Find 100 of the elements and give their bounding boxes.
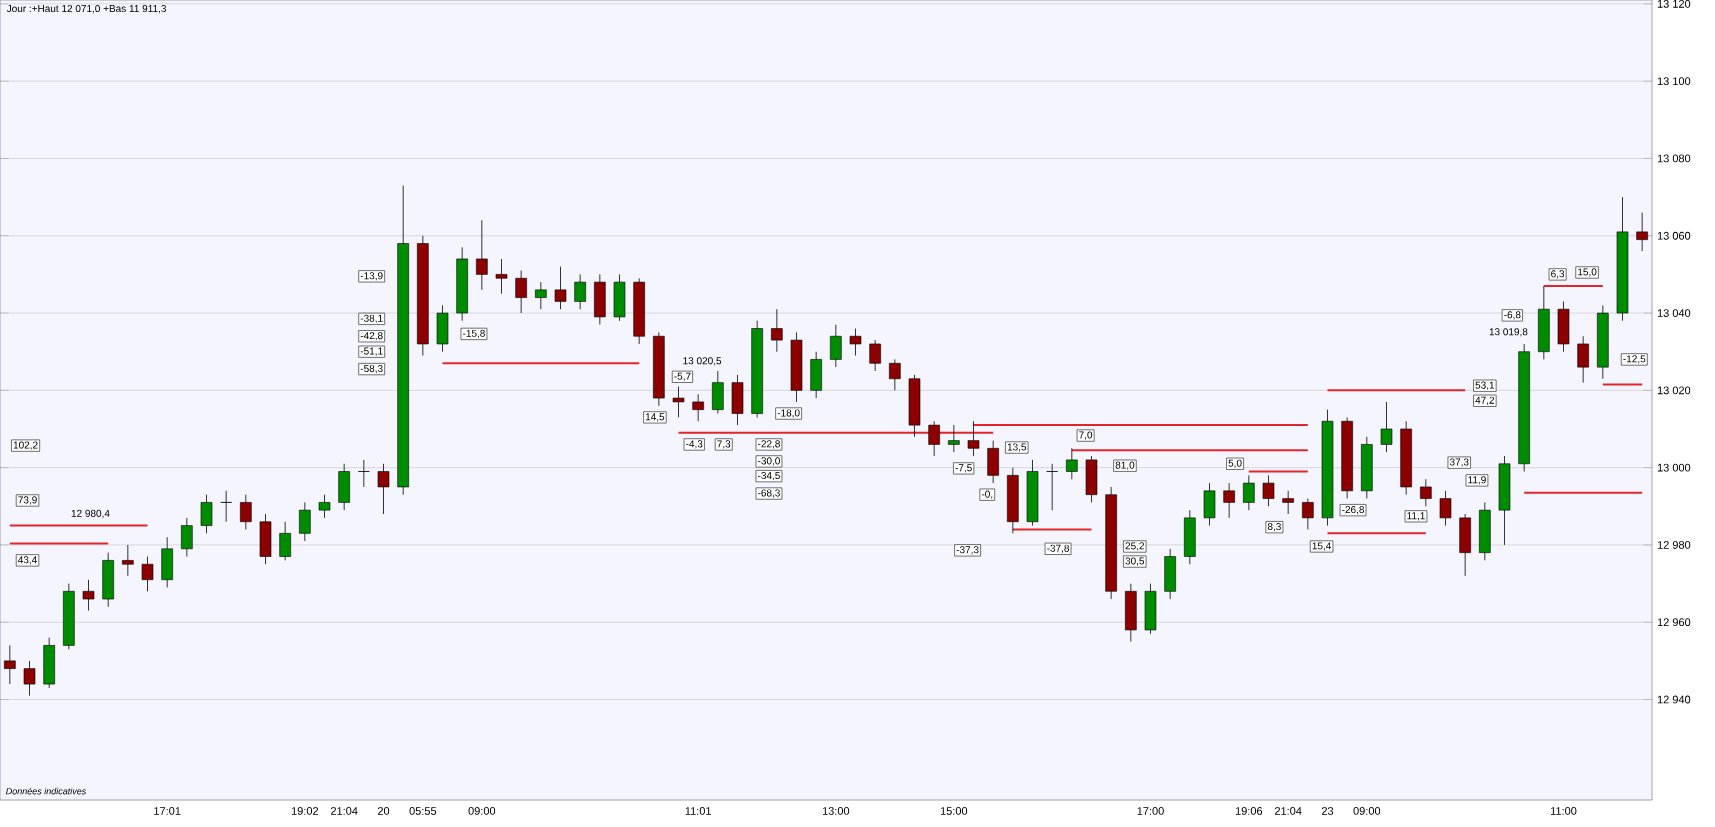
annotation: -22,8 bbox=[758, 440, 780, 449]
candlestick bbox=[299, 502, 311, 542]
chart-title: Jour :+Haut 12 071,0 +Bas 11 911,3 bbox=[6, 4, 166, 14]
annotation: 11,1 bbox=[1407, 512, 1425, 521]
y-tick-label: 12 940 bbox=[1657, 695, 1691, 704]
annotation: 53,1 bbox=[1475, 381, 1495, 390]
candlestick bbox=[554, 266, 567, 310]
annotation: 7,3 bbox=[717, 440, 731, 449]
candlestick bbox=[1282, 490, 1294, 515]
annotation: 8,3 bbox=[1267, 523, 1281, 532]
y-tick-label: 13 120 bbox=[1657, 0, 1691, 8]
annotation: 7,0 bbox=[1079, 431, 1093, 440]
annotation: 5,0 bbox=[1228, 459, 1242, 468]
candlestick bbox=[889, 359, 901, 391]
candlestick bbox=[1636, 212, 1648, 252]
candlestick bbox=[535, 281, 547, 310]
candlestick bbox=[1302, 498, 1314, 530]
annotation: -26,8 bbox=[1342, 506, 1365, 515]
x-tick-label: 21:04 bbox=[330, 807, 358, 815]
annotation: -30,0 bbox=[758, 457, 780, 466]
y-tick-label: 13 000 bbox=[1657, 463, 1691, 472]
annotation: 11,9 bbox=[1468, 476, 1486, 485]
annotation: -38,1 bbox=[360, 314, 383, 323]
candlestick bbox=[849, 328, 862, 356]
candlestick bbox=[967, 420, 980, 457]
annotation: 13 020,5 bbox=[683, 357, 722, 366]
candlestick bbox=[1243, 474, 1255, 511]
x-tick-label: 21:04 bbox=[1274, 807, 1302, 815]
annotation: 15,0 bbox=[1578, 268, 1597, 277]
x-tick-label: 11:00 bbox=[1550, 807, 1577, 815]
annotation: -42,8 bbox=[360, 332, 383, 341]
x-tick-label: 19:02 bbox=[291, 807, 319, 815]
x-tick-label: 09:00 bbox=[468, 807, 496, 815]
candlestick bbox=[1577, 335, 1589, 384]
candlestick bbox=[279, 521, 291, 561]
annotation: 37,3 bbox=[1449, 458, 1469, 467]
annotation: 13,5 bbox=[1007, 443, 1027, 452]
annotation: -18,0 bbox=[777, 409, 800, 418]
candlestick bbox=[1380, 401, 1393, 453]
annotation: -37,3 bbox=[956, 546, 979, 555]
annotation: 13 019,8 bbox=[1489, 328, 1528, 337]
candlestick bbox=[4, 645, 16, 685]
annotation: 81,0 bbox=[1115, 461, 1135, 470]
candlestick bbox=[181, 517, 193, 557]
x-tick-label: 15:00 bbox=[940, 807, 968, 815]
annotation: 102,2 bbox=[13, 441, 38, 450]
candlestick bbox=[771, 308, 783, 353]
annotation: -15,8 bbox=[463, 329, 485, 339]
candlestick bbox=[200, 494, 213, 534]
candlestick bbox=[220, 490, 232, 523]
candlestick bbox=[1439, 490, 1452, 527]
candlestick bbox=[1046, 463, 1058, 511]
y-tick-label: 13 060 bbox=[1657, 231, 1691, 240]
annotation: -37,8 bbox=[1047, 544, 1070, 553]
y-tick-label: 13 100 bbox=[1657, 77, 1691, 86]
x-tick-label: 11:01 bbox=[685, 807, 711, 815]
candlestick bbox=[240, 494, 252, 530]
y-tick-label: 12 980 bbox=[1657, 541, 1691, 549]
candlestick bbox=[23, 660, 36, 697]
annotation: -13,9 bbox=[360, 272, 383, 281]
annotation: -7,5 bbox=[955, 464, 972, 473]
annotation: -58,3 bbox=[360, 364, 383, 374]
annotation: -4,3 bbox=[686, 440, 703, 449]
candlestick bbox=[358, 459, 370, 488]
candlestick bbox=[1066, 447, 1078, 480]
annotation: 43,4 bbox=[18, 556, 37, 565]
annotation: -51,1 bbox=[360, 347, 383, 356]
annotation: 25,2 bbox=[1125, 542, 1144, 551]
candlestick bbox=[1223, 482, 1235, 519]
x-tick-label: 17:01 bbox=[154, 807, 181, 815]
y-tick-label: 13 080 bbox=[1657, 154, 1691, 163]
annotation: 73,9 bbox=[18, 496, 37, 505]
candlestick bbox=[515, 270, 527, 314]
candlestick bbox=[377, 463, 390, 515]
annotation: -0, bbox=[981, 490, 993, 499]
annotation: Données indicatives bbox=[5, 787, 87, 795]
x-tick-label: 09:00 bbox=[1353, 807, 1381, 815]
candlestick bbox=[476, 219, 488, 291]
annotation: 14,5 bbox=[645, 413, 665, 422]
y-tick-label: 13 020 bbox=[1657, 386, 1691, 395]
candlestick bbox=[948, 424, 960, 453]
x-tick-label: 05:55 bbox=[409, 807, 437, 815]
candlestick bbox=[830, 324, 842, 368]
candlestick bbox=[82, 579, 95, 612]
annotation: 12 980,4 bbox=[71, 509, 110, 519]
x-tick-label: 20 bbox=[377, 807, 390, 815]
annotation: -34,5 bbox=[758, 472, 780, 481]
candlestick bbox=[672, 386, 685, 418]
candlestick bbox=[1262, 474, 1275, 507]
x-tick-label: 17:00 bbox=[1137, 807, 1164, 815]
x-tick-label: 23 bbox=[1321, 807, 1334, 815]
x-tick-label: 13:00 bbox=[822, 807, 850, 815]
annotation: -6,8 bbox=[1504, 311, 1521, 320]
x-tick-label: 19:06 bbox=[1235, 807, 1263, 815]
annotation: 30,5 bbox=[1125, 557, 1145, 566]
annotation: 6,3 bbox=[1551, 270, 1565, 279]
annotation: 47,2 bbox=[1475, 396, 1495, 405]
candlestick bbox=[141, 556, 154, 592]
candlestick bbox=[1420, 478, 1432, 507]
y-tick-label: 13 040 bbox=[1657, 309, 1691, 317]
